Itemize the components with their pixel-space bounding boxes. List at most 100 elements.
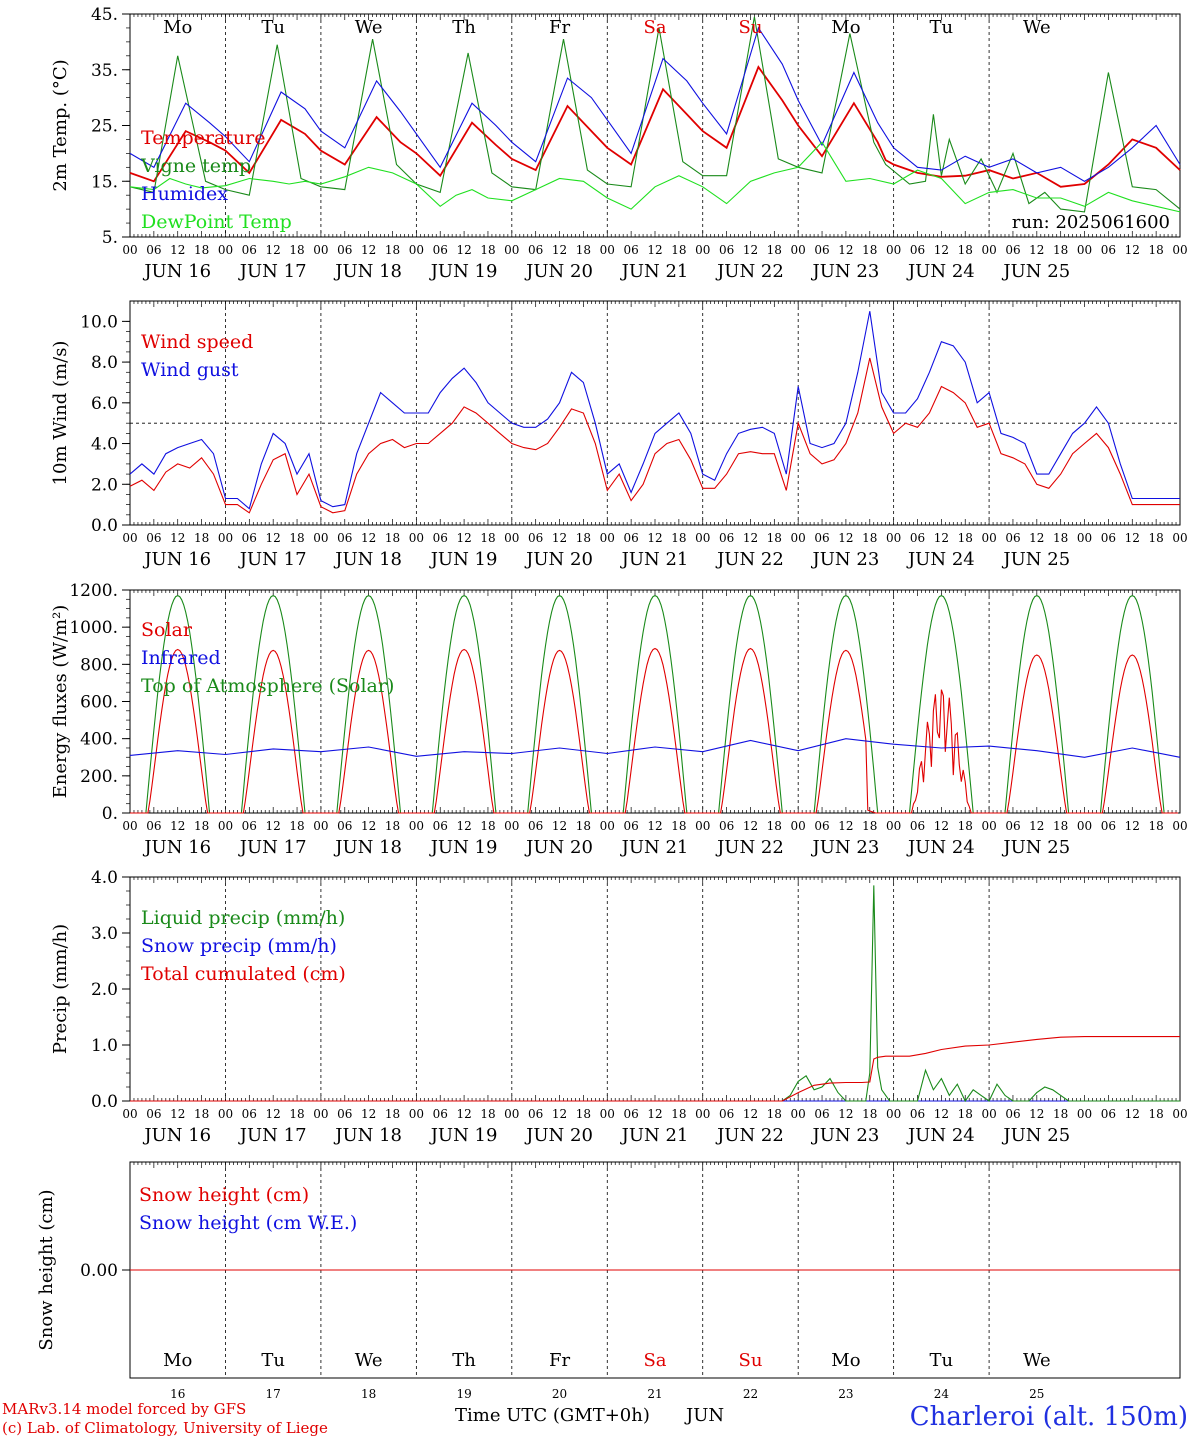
hour-tick-label: 12 xyxy=(361,819,376,833)
hour-tick-label: 18 xyxy=(958,819,973,833)
date-label: JUN 20 xyxy=(524,549,593,570)
hour-tick-label: 12 xyxy=(361,1107,376,1121)
hour-tick-label: 06 xyxy=(719,243,734,257)
hour-tick-label: 18 xyxy=(767,531,782,545)
hour-tick-label: 18 xyxy=(671,819,686,833)
hour-tick-label: 12 xyxy=(647,243,662,257)
hour-tick-label: 12 xyxy=(1125,531,1140,545)
hour-tick-label: 06 xyxy=(1101,531,1116,545)
hour-tick-label: 00 xyxy=(791,1107,806,1121)
hour-tick-label: 12 xyxy=(361,531,376,545)
weekday-label: Su xyxy=(738,17,762,38)
hour-tick-label: 12 xyxy=(1125,243,1140,257)
hour-tick-label: 18 xyxy=(671,531,686,545)
y-tick-label: 0.0 xyxy=(91,516,118,536)
hour-tick-label: 06 xyxy=(910,819,925,833)
hour-tick-label: 12 xyxy=(552,243,567,257)
y-tick-label: 5. xyxy=(102,228,118,248)
hour-tick-label: 00 xyxy=(981,531,996,545)
hour-tick-label: 18 xyxy=(480,243,495,257)
hour-tick-label: 18 xyxy=(576,531,591,545)
hour-tick-label: 00 xyxy=(218,819,233,833)
legend-entry: Wind speed xyxy=(141,331,253,353)
weekday-label: Fr xyxy=(549,1350,570,1371)
hour-tick-label: 12 xyxy=(170,819,185,833)
hour-tick-label: 00 xyxy=(409,1107,424,1121)
legend-entry: Snow precip (mm/h) xyxy=(141,935,337,957)
date-label: JUN 23 xyxy=(811,1125,880,1146)
date-label: JUN 23 xyxy=(811,549,880,570)
hour-tick-label: 00 xyxy=(218,531,233,545)
y-tick-label: 4.0 xyxy=(91,435,118,455)
hour-tick-label: 06 xyxy=(1101,243,1116,257)
hour-tick-label: 06 xyxy=(719,1107,734,1121)
hour-tick-label: 00 xyxy=(600,531,615,545)
hour-tick-label: 12 xyxy=(934,819,949,833)
weekday-label: Fr xyxy=(549,17,570,38)
hour-tick-label: 06 xyxy=(623,243,638,257)
hour-tick-label: 00 xyxy=(504,819,519,833)
weekday-label: We xyxy=(355,1350,383,1371)
y-axis-label: Precip (mm/h) xyxy=(50,924,71,1054)
date-label: JUN 20 xyxy=(524,261,593,282)
model-credit: MARv3.14 model forced by GFS xyxy=(2,1400,247,1418)
y-tick-label: 2.0 xyxy=(91,980,118,1000)
hour-tick-label: 18 xyxy=(862,531,877,545)
hour-tick-label: 00 xyxy=(695,243,710,257)
hour-tick-label: 18 xyxy=(385,243,400,257)
weekday-label: Sa xyxy=(643,17,666,38)
hour-tick-label: 12 xyxy=(934,1107,949,1121)
hour-tick-label: 12 xyxy=(266,1107,281,1121)
hour-tick-label: 06 xyxy=(146,1107,161,1121)
day-number-label: 25 xyxy=(1029,1387,1044,1401)
hour-tick-label: 12 xyxy=(552,531,567,545)
date-label: JUN 16 xyxy=(142,1125,211,1146)
date-label: JUN 17 xyxy=(238,261,307,282)
hour-tick-label: 00 xyxy=(600,243,615,257)
hour-tick-label: 06 xyxy=(814,819,829,833)
hour-tick-label: 00 xyxy=(886,819,901,833)
hour-tick-label: 06 xyxy=(1101,1107,1116,1121)
hour-tick-label: 00 xyxy=(981,1107,996,1121)
hour-tick-label: 00 xyxy=(600,819,615,833)
wind-gust-line xyxy=(129,311,1180,510)
hour-tick-label: 12 xyxy=(361,243,376,257)
day-number-label: 20 xyxy=(552,1387,567,1401)
hour-tick-label: 06 xyxy=(528,1107,543,1121)
hour-tick-label: 00 xyxy=(409,819,424,833)
date-label: JUN 24 xyxy=(906,1125,975,1146)
hour-tick-label: 18 xyxy=(958,243,973,257)
hour-tick-label: 12 xyxy=(647,1107,662,1121)
hour-tick-label: 18 xyxy=(1053,1107,1068,1121)
hour-tick-label: 18 xyxy=(1148,819,1163,833)
hour-tick-label: 00 xyxy=(886,243,901,257)
hour-tick-label: 18 xyxy=(862,1107,877,1121)
hour-tick-label: 12 xyxy=(456,819,471,833)
hour-tick-label: 00 xyxy=(1172,1107,1187,1121)
hour-tick-label: 18 xyxy=(289,243,304,257)
hour-tick-label: 12 xyxy=(170,243,185,257)
hour-tick-label: 00 xyxy=(122,243,137,257)
y-axis-label: 10m Wind (m/s) xyxy=(50,341,71,486)
hour-tick-label: 06 xyxy=(1005,243,1020,257)
hour-tick-label: 06 xyxy=(910,1107,925,1121)
date-label: JUN 20 xyxy=(524,837,593,858)
hour-tick-label: 12 xyxy=(456,243,471,257)
hour-tick-label: 12 xyxy=(456,1107,471,1121)
date-label: JUN 21 xyxy=(620,549,689,570)
date-label: JUN 19 xyxy=(429,837,498,858)
weekday-label: Mo xyxy=(163,1350,192,1371)
legend-entry: Solar xyxy=(141,619,193,641)
legend-entry: Vigne temp xyxy=(140,155,251,177)
hour-tick-label: 00 xyxy=(409,531,424,545)
y-tick-label: 0. xyxy=(102,804,118,824)
weekday-label: We xyxy=(1023,1350,1051,1371)
y-tick-label: 15. xyxy=(91,172,118,192)
y-tick-label: 0.00 xyxy=(80,1261,118,1281)
hour-tick-label: 18 xyxy=(767,243,782,257)
y-tick-label: 2.0 xyxy=(91,475,118,495)
legend-entry: Humidex xyxy=(141,183,228,205)
date-label: JUN 18 xyxy=(333,837,402,858)
copyright-credit: (c) Lab. of Climatology, University of L… xyxy=(2,1419,328,1437)
hour-tick-label: 06 xyxy=(719,819,734,833)
